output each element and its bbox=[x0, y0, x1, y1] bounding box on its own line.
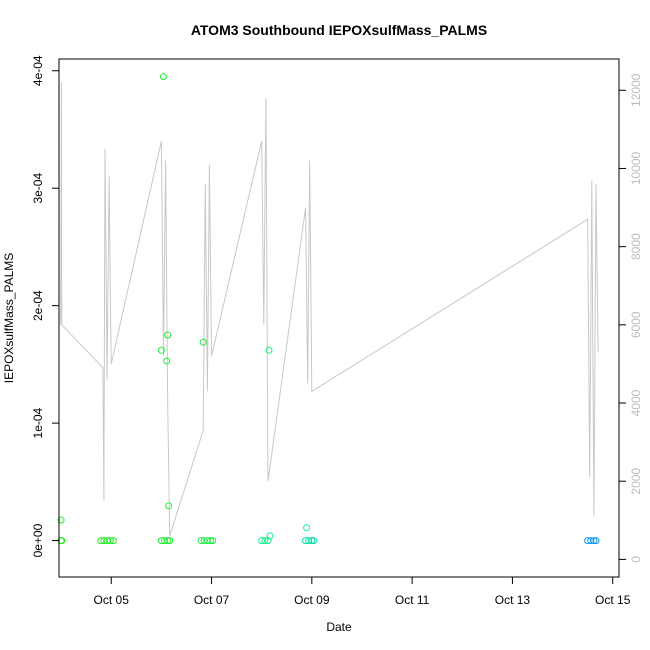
data-point bbox=[266, 532, 274, 540]
y-tick-label: 2e-04 bbox=[31, 290, 45, 321]
data-point bbox=[265, 346, 273, 354]
y2-tick-label: 2000 bbox=[629, 468, 643, 495]
data-point bbox=[590, 537, 598, 545]
x-tick-label: Oct 15 bbox=[595, 593, 631, 607]
y2-tick-label: 6000 bbox=[629, 311, 643, 338]
data-point bbox=[166, 537, 174, 545]
y2-tick-label: 8000 bbox=[629, 233, 643, 260]
data-point bbox=[109, 537, 117, 545]
y2-tick-label: 12000 bbox=[629, 73, 643, 107]
x-axis-label: Date bbox=[326, 620, 352, 634]
chart-title: ATOM3 Southbound IEPOXsulfMass_PALMS bbox=[191, 22, 487, 38]
y2-tick-label: 0 bbox=[629, 556, 643, 563]
data-point bbox=[209, 537, 217, 545]
data-point bbox=[106, 537, 114, 545]
data-point bbox=[157, 346, 165, 354]
data-point bbox=[308, 537, 316, 545]
data-point bbox=[207, 537, 214, 545]
x-tick-label: Oct 07 bbox=[194, 593, 230, 607]
x-tick-label: Oct 05 bbox=[94, 593, 130, 607]
data-point bbox=[160, 73, 167, 81]
y2-tick-label: 10000 bbox=[629, 151, 643, 185]
data-point bbox=[203, 537, 211, 545]
data-point bbox=[163, 357, 171, 365]
y-tick-label: 0e+00 bbox=[31, 523, 45, 557]
x-tick-label: Oct 13 bbox=[495, 593, 531, 607]
data-point bbox=[592, 537, 600, 545]
data-point bbox=[305, 537, 313, 545]
data-point bbox=[587, 537, 595, 545]
data-point bbox=[165, 502, 173, 510]
x-tick-label: Oct 09 bbox=[294, 593, 330, 607]
data-point bbox=[199, 338, 207, 346]
data-point bbox=[261, 537, 269, 545]
y-axis-label: IEPOXsulfMass_PALMS bbox=[2, 253, 16, 384]
series-line bbox=[60, 82, 599, 537]
axis-layer: Oct 05 Oct 07 Oct 09 Oct 11 Oct 13 Oct 15 0e+0… bbox=[31, 55, 643, 607]
data-point bbox=[264, 537, 272, 545]
data-point bbox=[57, 516, 65, 524]
data-point bbox=[164, 537, 172, 545]
y2-tick-label: 4000 bbox=[629, 389, 643, 416]
y-tick-label: 4e-04 bbox=[31, 55, 45, 86]
data-point bbox=[310, 537, 318, 545]
data-point bbox=[161, 537, 168, 545]
y-tick-label: 3e-04 bbox=[31, 173, 45, 204]
line-layer bbox=[60, 82, 599, 537]
data-point bbox=[303, 524, 311, 532]
point-layer bbox=[57, 73, 600, 545]
plot-frame bbox=[58, 58, 620, 578]
data-point bbox=[164, 331, 172, 339]
y-tick-label: 1e-04 bbox=[31, 407, 45, 438]
x-tick-label: Oct 11 bbox=[395, 593, 430, 607]
